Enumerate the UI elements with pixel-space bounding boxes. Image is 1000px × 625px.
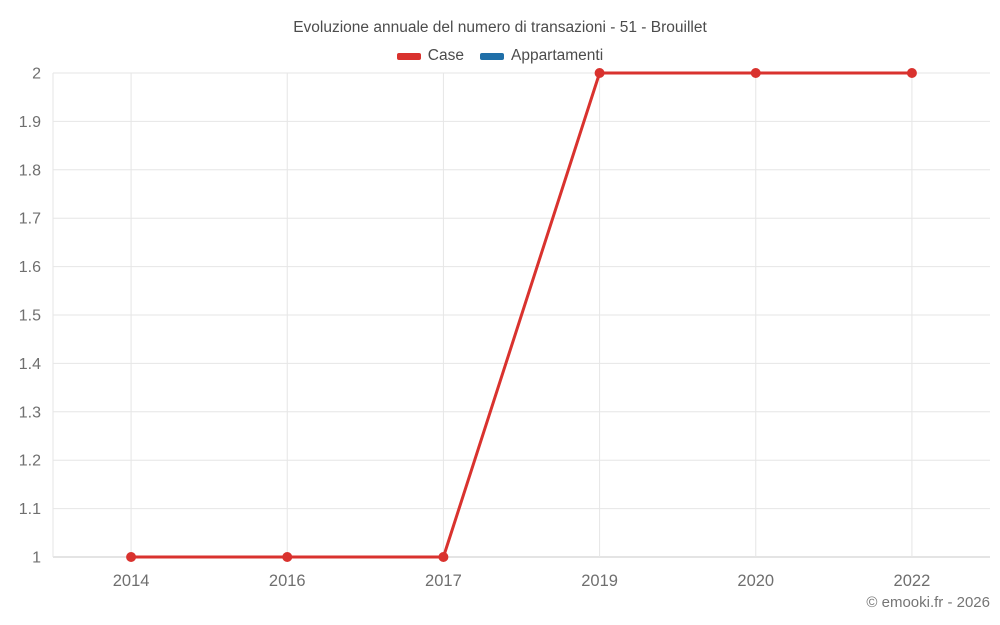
x-axis-tick-label: 2022	[894, 572, 931, 590]
data-point-case-2014[interactable]	[126, 552, 137, 562]
legend-item-appartamenti[interactable]: Appartamenti	[479, 47, 604, 65]
data-point-case-2022[interactable]	[906, 68, 917, 78]
x-axis-tick-label: 2019	[581, 572, 618, 590]
legend: Case Appartamenti	[0, 47, 1000, 65]
legend-swatch-case-icon	[396, 52, 421, 60]
legend-swatch-appartamenti-icon	[479, 52, 504, 60]
y-axis-tick-label: 1.3	[19, 404, 41, 421]
x-axis-tick-label: 2016	[269, 572, 306, 590]
y-axis-tick-label: 1.8	[19, 162, 41, 179]
data-point-case-2017[interactable]	[438, 552, 449, 562]
y-axis-tick-label: 1.1	[19, 501, 41, 518]
x-axis-tick-label: 2020	[737, 572, 774, 590]
y-axis-tick-label: 1.5	[19, 308, 41, 325]
copyright-text: © emooki.fr - 2026	[866, 594, 990, 611]
y-axis-tick-label: 1.4	[19, 356, 41, 373]
x-axis-tick-label: 2014	[113, 572, 150, 590]
y-axis-tick-label: 1.6	[19, 259, 41, 276]
y-axis-tick-label: 1.2	[19, 453, 41, 470]
y-axis-tick-label: 2	[32, 66, 41, 83]
legend-label-appartamenti: Appartamenti	[510, 47, 604, 64]
x-axis-tick-label: 2017	[425, 572, 462, 590]
data-point-case-2016[interactable]	[282, 552, 293, 562]
legend-item-case[interactable]: Case	[396, 47, 464, 65]
chart-title: Evoluzione annuale del numero di transaz…	[293, 19, 707, 36]
data-point-case-2019[interactable]	[594, 68, 605, 78]
data-point-case-2020[interactable]	[750, 68, 761, 78]
y-axis-tick-label: 1.9	[19, 114, 41, 131]
legend-label-case: Case	[427, 47, 464, 64]
y-axis-tick-label: 1.7	[19, 211, 41, 228]
y-axis-tick-label: 1	[32, 550, 41, 567]
series-line-case	[129, 71, 914, 559]
